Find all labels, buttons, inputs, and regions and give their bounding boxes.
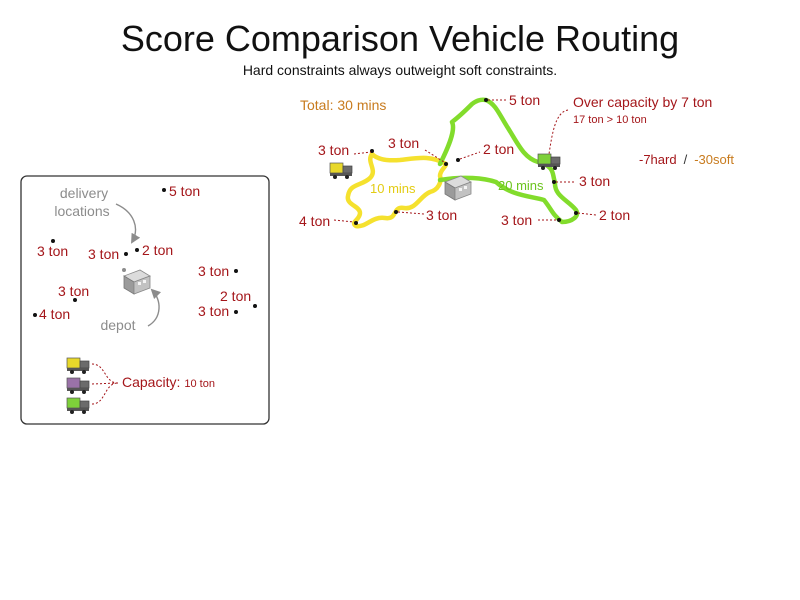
yellow-route-time: 10 mins [370, 181, 416, 196]
capacity-label: Capacity: [122, 374, 180, 390]
capacity-text: Capacity: 10 ton [122, 374, 215, 390]
leader-line [577, 212, 597, 216]
solution-leader-lines [333, 99, 597, 223]
location-load-label: 3 ton [198, 303, 229, 319]
location-load-label: 2 ton [483, 141, 514, 157]
location-load-label: 3 ton [501, 212, 532, 228]
location-load-label: 3 ton [318, 142, 349, 158]
legend-vehicles: Capacity: 10 ton [66, 357, 215, 414]
solution-diagram: Total: 30 mins 10 mins 20 mins [299, 92, 734, 229]
vehicle-green-icon [66, 397, 90, 414]
page-title: Score Comparison Vehicle Routing [120, 18, 680, 59]
location-point [135, 248, 139, 252]
location-load-label: 2 ton [220, 288, 251, 304]
location-point [234, 269, 238, 273]
location-load-label: 3 ton [88, 246, 119, 262]
location-point [73, 298, 77, 302]
location-point [124, 252, 128, 256]
location-load-label: 3 ton [58, 283, 89, 299]
leader-line [459, 151, 481, 160]
vehicle-yellow-icon [66, 357, 90, 374]
leader-line [333, 219, 355, 223]
leader-line [353, 151, 372, 155]
capacity-bracket [91, 363, 119, 405]
total-time: Total: 30 mins [300, 97, 386, 113]
legend-location-labels: 5 ton 3 ton 3 ton 2 ton 3 ton 3 ton 2 to… [37, 183, 251, 322]
location-point [574, 211, 578, 215]
location-point [484, 98, 488, 102]
location-load-label: 5 ton [169, 183, 200, 199]
location-point [456, 158, 460, 162]
over-capacity-pointer [548, 109, 569, 155]
score-separator: / [684, 152, 688, 167]
green-route [437, 97, 580, 225]
delivery-pointer-arrow [115, 203, 141, 244]
depot-label: depot [100, 317, 135, 333]
location-point [234, 310, 238, 314]
location-point [552, 180, 556, 184]
location-point [354, 221, 358, 225]
solution-location-labels: 3 ton 3 ton 2 ton 5 ton 4 ton 3 ton 3 to… [299, 92, 630, 229]
delivery-locations-label-line1: delivery [60, 185, 108, 201]
leader-line [397, 211, 425, 215]
location-point [33, 313, 37, 317]
location-load-label: 3 ton [37, 243, 68, 259]
location-load-label: 3 ton [579, 173, 610, 189]
location-point [162, 188, 166, 192]
over-capacity-detail: 17 ton > 10 ton [573, 114, 647, 126]
location-load-label: 2 ton [599, 207, 630, 223]
problem-legend-panel: delivery locations depot 5 ton 3 ton 3 t… [20, 175, 270, 425]
score: -7hard / -30soft [639, 152, 734, 167]
location-load-label: 3 ton [426, 207, 457, 223]
yellow-route [345, 151, 449, 229]
delivery-locations-label-line2: locations [54, 203, 109, 219]
depot-pointer-arrow [147, 288, 162, 327]
depot-marker [122, 268, 126, 272]
location-load-label: 3 ton [198, 263, 229, 279]
location-point [51, 239, 55, 243]
green-route-time: 20 mins [498, 178, 544, 193]
solution-vehicle-green [537, 153, 561, 170]
vehicle-purple-icon [66, 377, 90, 394]
location-load-label: 4 ton [39, 306, 70, 322]
capacity-value: 10 ton [184, 378, 215, 390]
location-load-label: 2 ton [142, 242, 173, 258]
score-soft: -30soft [694, 152, 734, 167]
score-hard: -7hard [639, 152, 677, 167]
solution-location-points [354, 98, 578, 225]
location-point [394, 210, 398, 214]
legend-location-points [33, 188, 257, 317]
location-load-label: 5 ton [509, 92, 540, 108]
location-load-label: 3 ton [388, 135, 419, 151]
over-capacity-title: Over capacity by 7 ton [573, 94, 712, 110]
location-load-label: 4 ton [299, 213, 330, 229]
solution-vehicle-yellow [329, 162, 353, 179]
location-point [253, 304, 257, 308]
page-subtitle: Hard constraints always outweight soft c… [242, 62, 558, 78]
location-point [557, 218, 561, 222]
location-point [444, 162, 448, 166]
